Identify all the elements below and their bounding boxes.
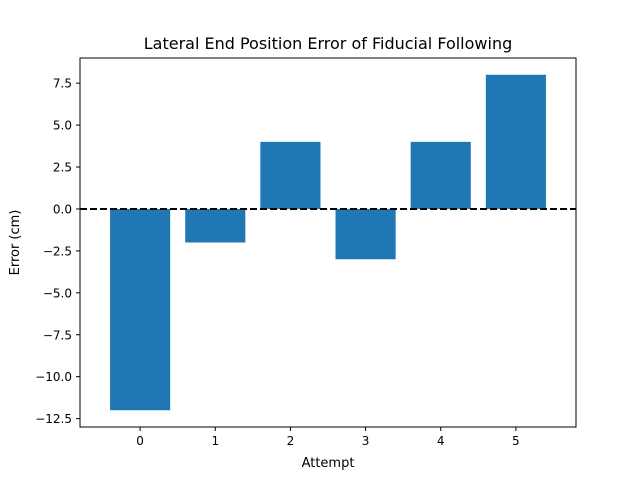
bar-attempt-5 xyxy=(485,74,546,209)
x-tick-label: 1 xyxy=(211,434,219,448)
y-tick-label: −5.0 xyxy=(43,286,72,300)
x-tick-label: 4 xyxy=(437,434,445,448)
chart-title: Lateral End Position Error of Fiducial F… xyxy=(144,34,513,53)
y-tick-label: −2.5 xyxy=(43,244,72,258)
y-tick-label: 2.5 xyxy=(53,161,72,175)
y-tick-label: 5.0 xyxy=(53,119,72,133)
y-tick-label: 7.5 xyxy=(53,77,72,91)
bar-attempt-3 xyxy=(335,208,396,260)
x-axis-label: Attempt xyxy=(302,456,355,471)
y-tick-label: −12.5 xyxy=(35,412,72,426)
y-tick-label: −10.0 xyxy=(35,370,72,384)
bar-attempt-0 xyxy=(110,208,171,411)
bar-attempt-4 xyxy=(410,141,471,209)
x-tick-label: 3 xyxy=(362,434,370,448)
plot-frame xyxy=(79,57,577,428)
x-tick-label: 2 xyxy=(287,434,295,448)
x-axis-ticks: 0 1 2 3 4 5 xyxy=(136,427,520,448)
bar-attempt-1 xyxy=(185,208,246,243)
bars xyxy=(110,74,546,411)
bar-attempt-2 xyxy=(260,141,321,209)
x-tick-label: 5 xyxy=(512,434,520,448)
y-axis-ticks: 7.5 5.0 2.5 0.0 −2.5 −5.0 −7.5 −10.0 −12.5 xyxy=(35,77,80,426)
y-axis-label: Error (cm) xyxy=(8,210,23,276)
y-tick-label: −7.5 xyxy=(43,328,72,342)
x-tick-label: 0 xyxy=(136,434,144,448)
y-tick-label: 0.0 xyxy=(53,202,72,216)
